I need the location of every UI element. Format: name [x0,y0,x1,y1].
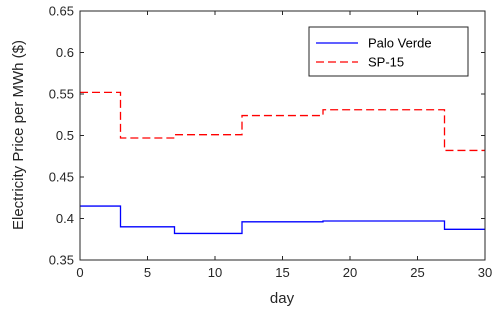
x-tick-label: 0 [76,265,83,280]
series-layer [80,91,485,235]
x-axis-label: day [270,290,295,307]
tick-layer: 0 5 10 15 20 25 30 0.35 0.4 0.45 0.5 0.55 0.6 0.65 [49,4,492,281]
y-axis-label: Electricity Price per MWh ($) [10,40,27,230]
y-tick-label: 0.5 [56,128,74,143]
x-tick-label: 30 [478,265,492,280]
x-tick-label: 15 [275,265,289,280]
x-tick-label: 20 [343,265,357,280]
x-tick-label: 10 [208,265,222,280]
series-line-palo-verde [80,205,485,235]
x-tick-label: 25 [410,265,424,280]
legend-box [308,26,469,77]
legend: Palo Verde SP-15 [308,26,469,77]
x-tick-label: 5 [144,265,151,280]
y-tick-label: 0.65 [49,4,74,19]
y-tick-label: 0.6 [56,45,74,60]
y-tick-label: 0.4 [56,211,74,226]
y-tick-label: 0.55 [49,87,74,102]
y-tick-label: 0.35 [49,253,74,268]
legend-label-sp-15: SP-15 [368,55,404,70]
legend-label-palo-verde: Palo Verde [368,36,432,51]
y-tick-label: 0.45 [49,170,74,185]
series-line-sp-15 [80,91,485,152]
